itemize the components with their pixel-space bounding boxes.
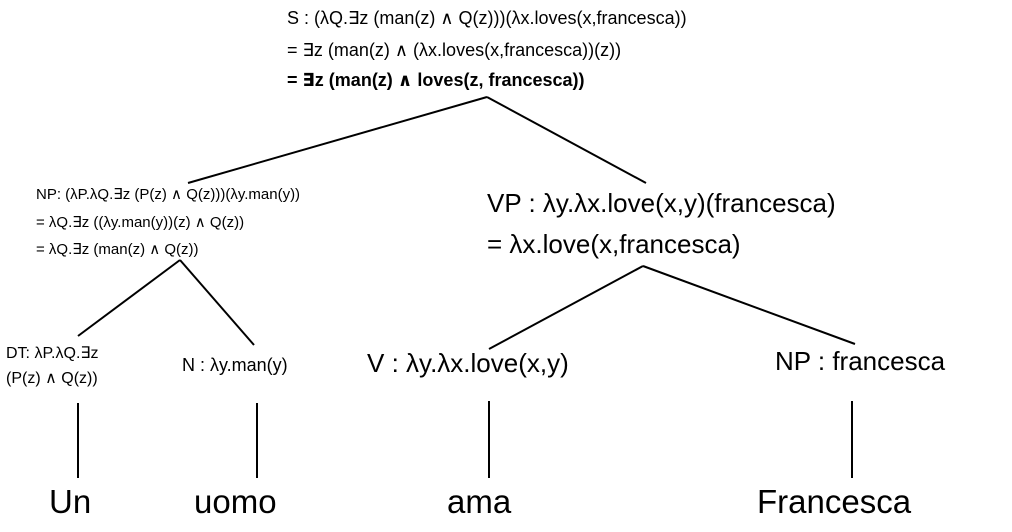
vp-node-line2: = λx.love(x,francesca) (487, 229, 741, 259)
edge-s-np (187, 96, 488, 184)
edge-vp-np2 (642, 265, 856, 345)
edge-np-dt (77, 259, 181, 337)
np2-node: NP : francesca (775, 346, 946, 376)
edge-s-vp (486, 96, 647, 184)
s-node-line1: S : (λQ.∃z (man(z) ∧ Q(z)))(λx.loves(x,f… (287, 8, 687, 28)
s-node-line2: = ∃z (man(z) ∧ (λx.loves(x,francesca))(z… (287, 40, 622, 60)
word-uomo: uomo (194, 483, 277, 520)
edge-vp-v (488, 265, 644, 350)
word-un: Un (49, 483, 92, 520)
np-node-line3: = λQ.∃z (man(z) ∧ Q(z)) (36, 241, 199, 258)
edge-np-n (179, 259, 255, 346)
vp-node-line1: VP : λy.λx.love(x,y)(francesca) (487, 188, 836, 218)
n-node: N : λy.man(y) (182, 355, 288, 375)
v-node: V : λy.λx.love(x,y) (367, 348, 569, 378)
word-ama: ama (447, 483, 512, 520)
np-node-line1: NP: (λP.λQ.∃z (P(z) ∧ Q(z)))(λy.man(y)) (36, 186, 301, 203)
dt-node-line1: DT: λP.λQ.∃z (6, 345, 99, 362)
word-francesca: Francesca (757, 483, 912, 520)
np-node-line2: = λQ.∃z ((λy.man(y))(z) ∧ Q(z)) (36, 214, 245, 231)
dt-node-line2: (P(z) ∧ Q(z)) (6, 370, 98, 387)
s-node-line3: = ∃z (man(z) ∧ loves(z, francesca)) (287, 70, 585, 90)
